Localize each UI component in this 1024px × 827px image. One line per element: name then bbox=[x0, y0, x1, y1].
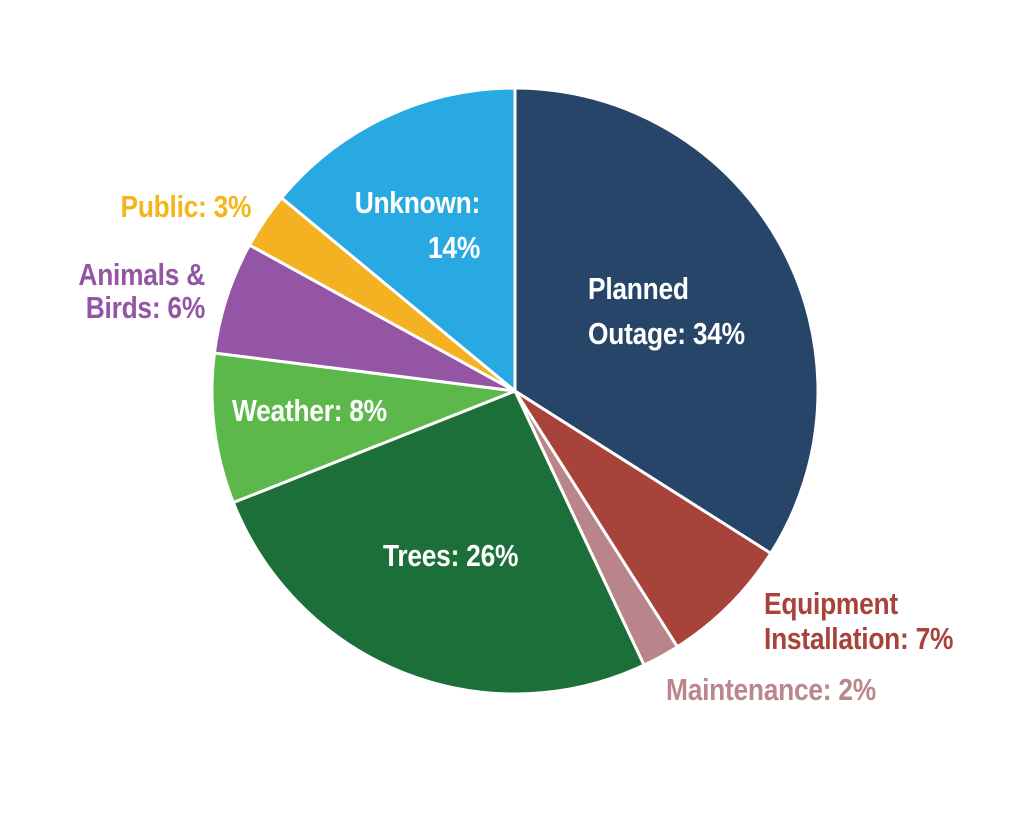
pie-slice-unknown bbox=[280, 86, 517, 393]
label-public: Public: 3% bbox=[120, 189, 252, 224]
label-maintenance: Maintenance: 2% bbox=[666, 673, 876, 707]
label-planned-outage: Planned Outage: 34% bbox=[588, 266, 745, 356]
label-unknown-line1: Unknown: bbox=[354, 185, 481, 220]
label-animals-birds: Animals & Birds: 6% bbox=[78, 257, 206, 325]
label-equipment-installation: Equipment Installation: 7% bbox=[764, 586, 953, 656]
pie-slice-trees bbox=[231, 389, 646, 696]
label-maintenance-line1: Maintenance: 2% bbox=[666, 672, 876, 707]
label-planned-outage-line2: Outage: 34% bbox=[588, 316, 745, 351]
label-animals-birds-line2: Birds: 6% bbox=[85, 290, 206, 325]
label-trees: Trees: 26% bbox=[383, 539, 518, 573]
pie-slice-planned-outage bbox=[513, 86, 820, 555]
label-planned-outage-line1: Planned bbox=[588, 271, 689, 306]
label-unknown: Unknown: 14% bbox=[353, 180, 481, 270]
label-unknown-line2: 14% bbox=[428, 230, 480, 265]
label-public-line1: Public: 3% bbox=[120, 189, 252, 224]
label-animals-birds-line1: Animals & bbox=[78, 257, 205, 292]
label-equipment-installation-line1: Equipment bbox=[764, 586, 898, 621]
label-trees-line1: Trees: 26% bbox=[383, 538, 519, 573]
pie-slice-equipment-installation bbox=[513, 389, 773, 649]
label-weather-line1: Weather: 8% bbox=[232, 393, 387, 428]
label-weather: Weather: 8% bbox=[232, 394, 387, 428]
label-equipment-installation-line2: Installation: 7% bbox=[764, 621, 954, 656]
pie-slice-weather bbox=[210, 351, 517, 505]
